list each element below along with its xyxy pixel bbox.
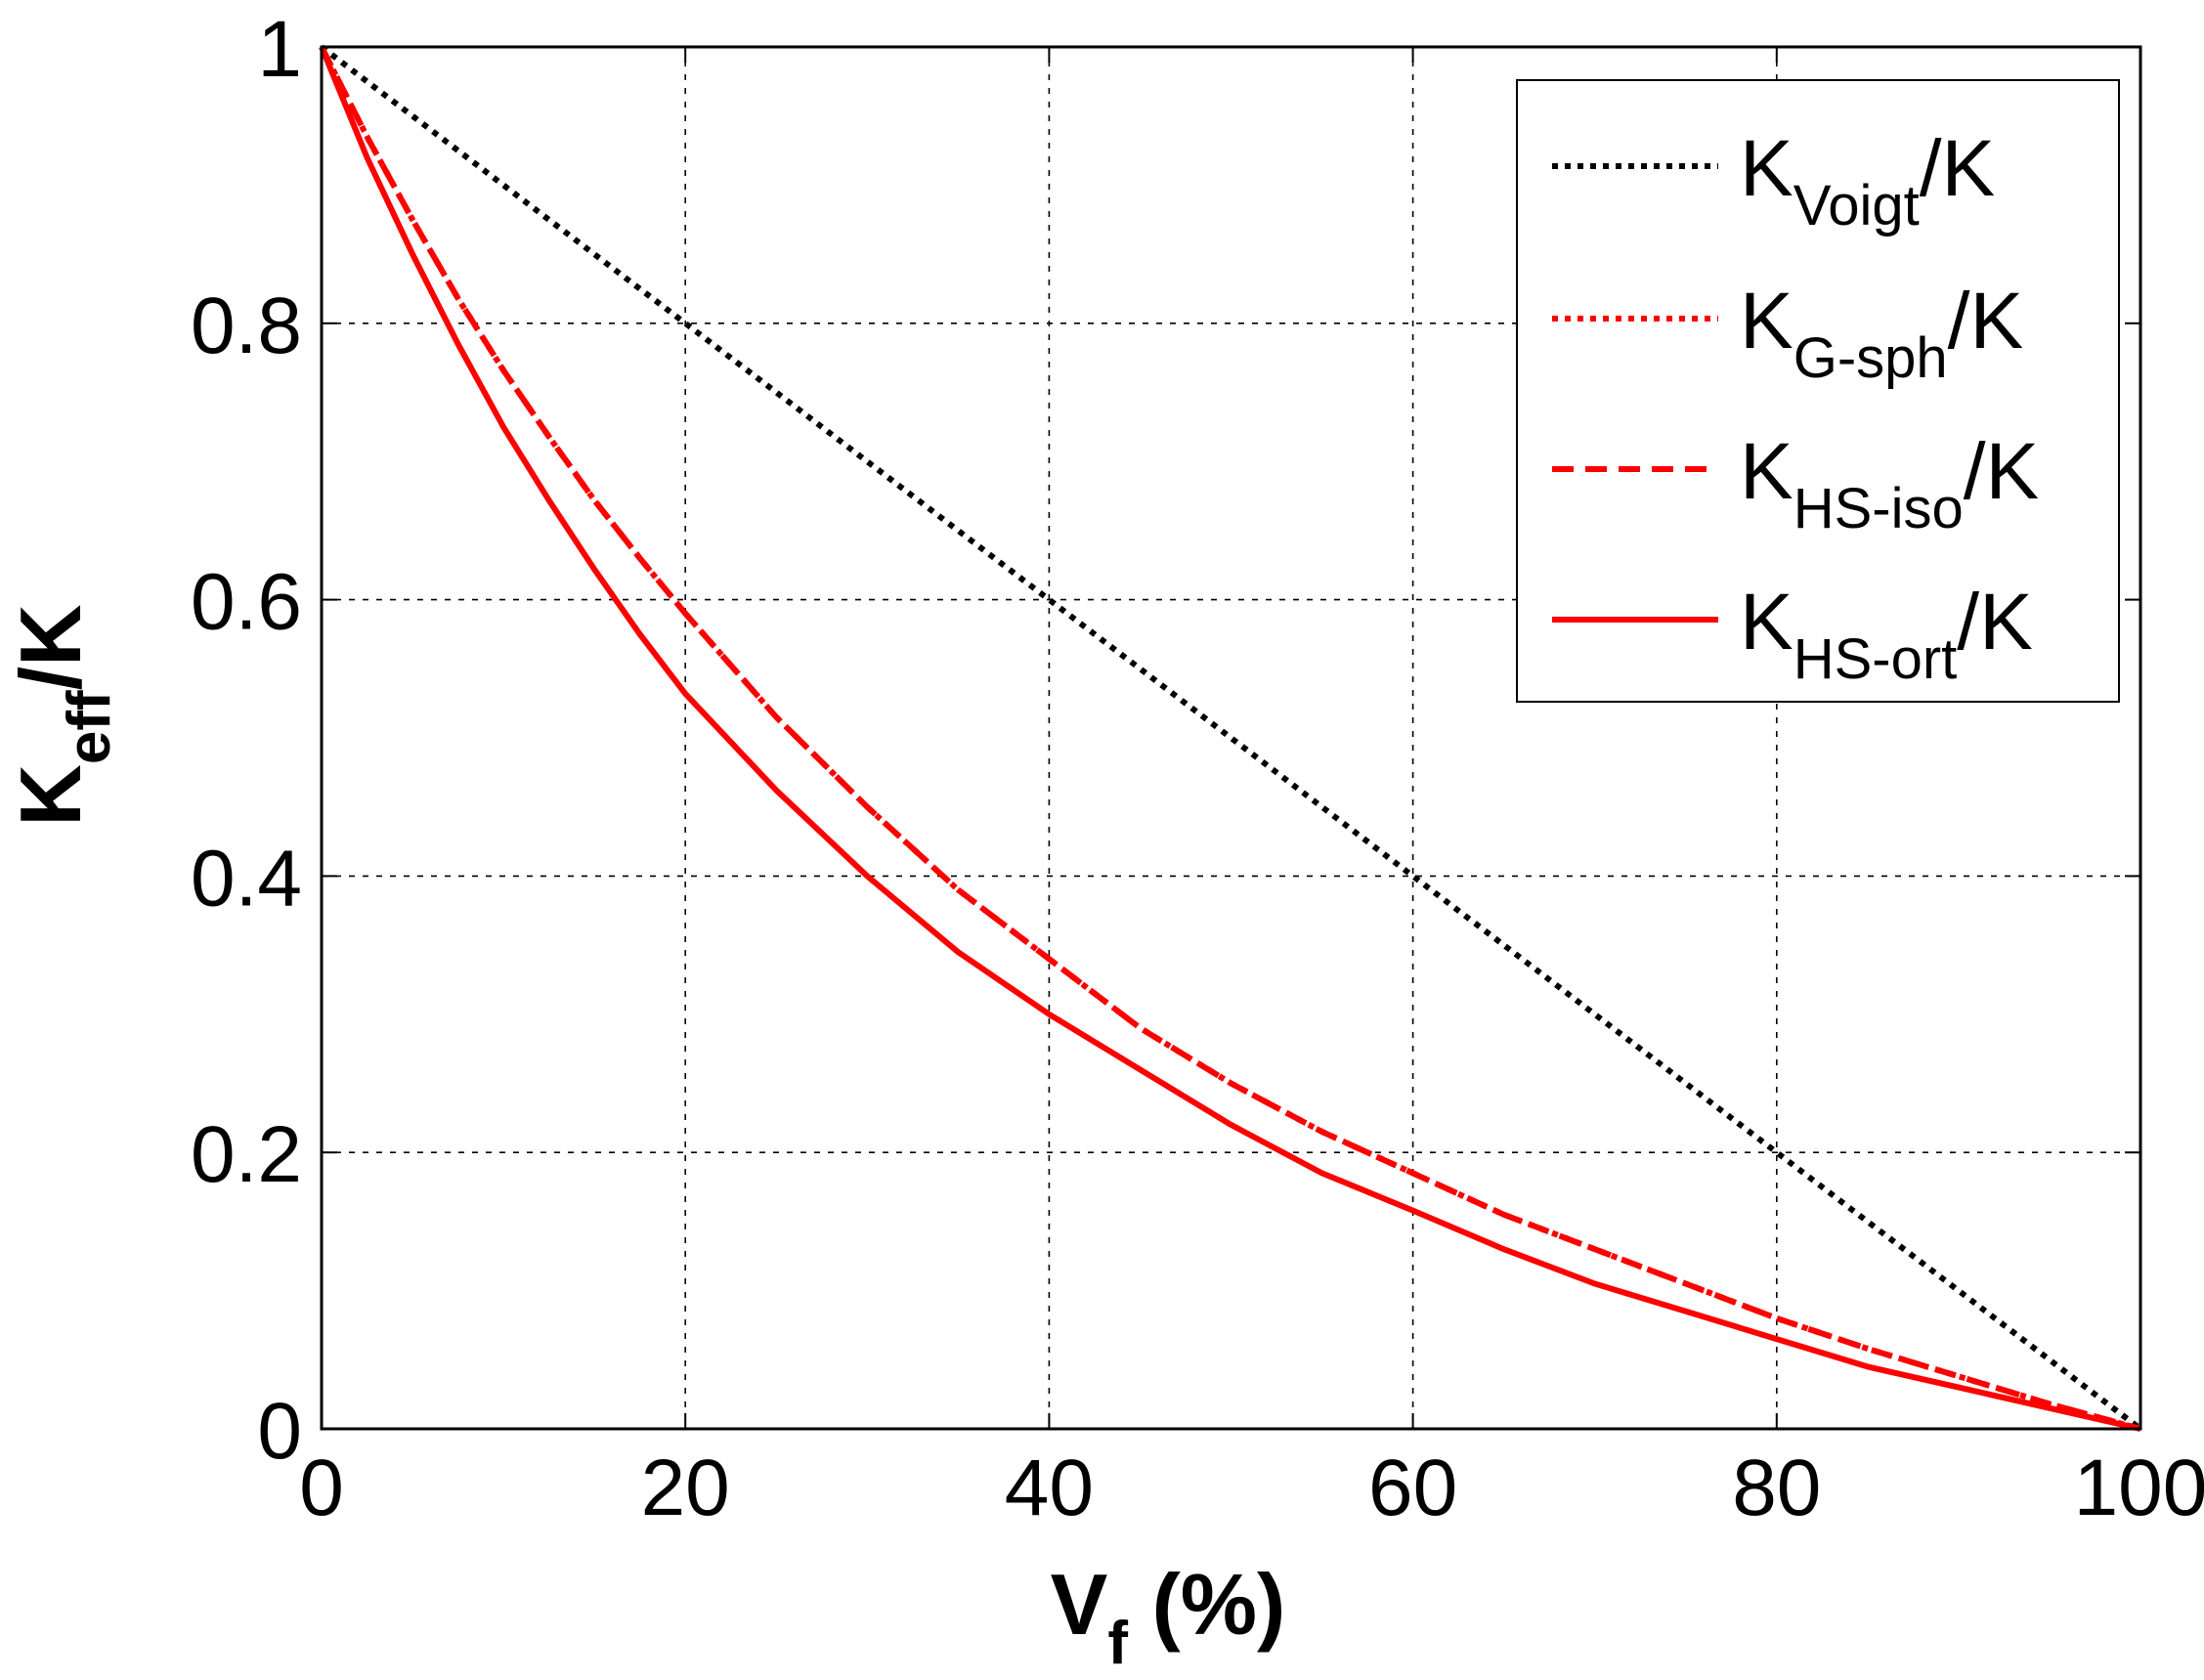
y-tick-label: 0 bbox=[257, 1387, 302, 1476]
axis-ticks bbox=[321, 46, 2141, 1430]
y-axis-title-suffix: /K bbox=[2, 604, 99, 690]
legend-label-1: KG-sph/K bbox=[1740, 277, 2023, 390]
y-tick-label: 0.6 bbox=[191, 558, 302, 647]
x-axis-title-sub: f bbox=[1107, 1610, 1128, 1677]
legend-label-0: KVoigt/K bbox=[1740, 124, 1995, 237]
legend-label-suffix: /K bbox=[1920, 124, 1995, 213]
series-layer bbox=[319, 44, 2142, 1432]
series-line-2 bbox=[319, 45, 2141, 1432]
legend-label-suffix: /K bbox=[1964, 427, 2039, 516]
x-tick-label: 20 bbox=[641, 1443, 730, 1532]
legend-label-main: K bbox=[1740, 427, 1793, 516]
series-line-3 bbox=[319, 45, 2141, 1432]
x-axis-title: Vf (%) bbox=[1051, 1556, 1286, 1677]
legend-label-2: KHS-iso/K bbox=[1740, 427, 2039, 540]
tick-labels: 0 20 40 60 80 100 0 0.2 0.4 0.6 0.8 1 bbox=[191, 5, 2204, 1532]
x-tick-label: 40 bbox=[1005, 1443, 1094, 1532]
legend-box bbox=[1516, 79, 2120, 703]
x-tick-label: 0 bbox=[299, 1443, 344, 1532]
x-axis-title-suffix: (%) bbox=[1128, 1556, 1285, 1653]
legend-label-suffix: /K bbox=[1948, 277, 2023, 366]
legend-label-3: KHS-ort/K bbox=[1740, 578, 2033, 691]
y-axis-title-main: K bbox=[2, 764, 99, 827]
legend-label-main: K bbox=[1740, 578, 1793, 667]
legend-label-suffix: /K bbox=[1957, 578, 2032, 667]
legend-label-sub: HS-ort bbox=[1793, 627, 1958, 691]
y-tick-label: 0.2 bbox=[191, 1110, 302, 1199]
x-tick-label: 100 bbox=[2074, 1443, 2204, 1532]
y-axis-title-sub: eff bbox=[56, 690, 123, 764]
y-tick-label: 1 bbox=[257, 5, 302, 94]
plot-frame bbox=[320, 45, 2142, 1431]
y-tick-label: 0.8 bbox=[191, 281, 302, 370]
legend-label-main: K bbox=[1740, 277, 1793, 366]
y-axis-title: Keff/K bbox=[2, 604, 123, 826]
x-axis-title-main: V bbox=[1051, 1556, 1108, 1653]
x-tick-label: 60 bbox=[1368, 1443, 1457, 1532]
legend-label-sub: HS-iso bbox=[1793, 477, 1964, 540]
x-tick-label: 80 bbox=[1732, 1443, 1821, 1532]
legend-label-sub: Voigt bbox=[1793, 174, 1920, 237]
grid-lines bbox=[322, 47, 2140, 1429]
y-tick-label: 0.4 bbox=[191, 834, 302, 923]
legend-label-main: K bbox=[1740, 124, 1793, 213]
legend-label-sub: G-sph bbox=[1793, 326, 1948, 390]
